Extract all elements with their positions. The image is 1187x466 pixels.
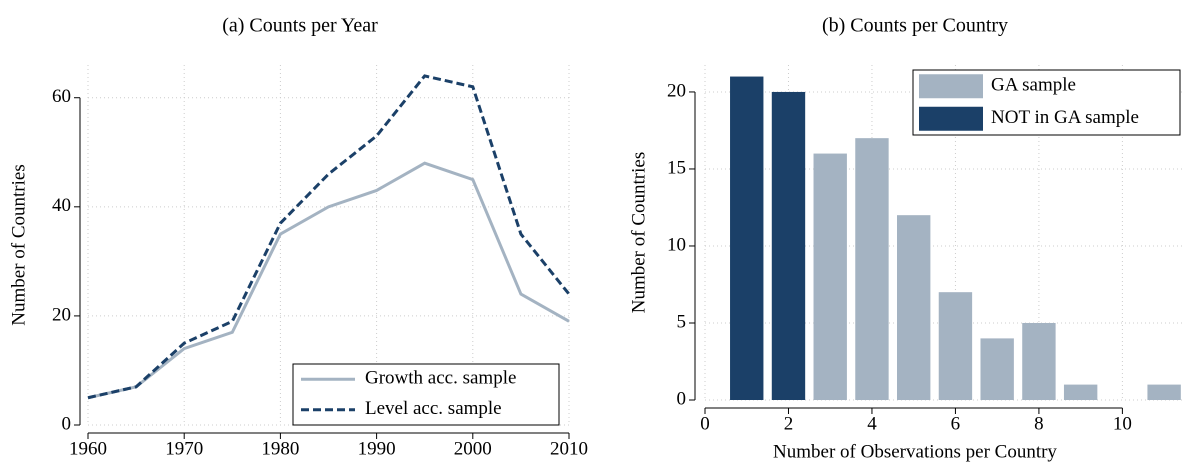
x-axis-title: Number of Observations per Country xyxy=(773,441,1057,462)
bar xyxy=(813,153,847,400)
bar xyxy=(730,76,764,400)
bar xyxy=(855,138,889,400)
bar xyxy=(938,292,973,400)
bar xyxy=(1063,384,1098,400)
x-tick-label: 1980 xyxy=(261,438,299,459)
y-tick-label: 40 xyxy=(52,195,71,216)
x-tick-label: 1990 xyxy=(358,438,396,459)
y-tick-label: 15 xyxy=(667,157,686,178)
bar xyxy=(897,215,931,400)
legend-label: Level acc. sample xyxy=(365,398,502,419)
x-tick-label: 2 xyxy=(784,413,794,434)
x-tick-label: 4 xyxy=(867,413,877,434)
bar xyxy=(771,91,806,400)
bar xyxy=(1022,322,1056,400)
y-tick-label: 10 xyxy=(667,234,686,255)
x-tick-label: 0 xyxy=(700,413,710,434)
y-tick-label: 5 xyxy=(677,311,687,332)
y-tick-label: 60 xyxy=(52,86,71,107)
legend-label: GA sample xyxy=(991,75,1076,96)
bar xyxy=(1147,384,1181,400)
legend-box xyxy=(292,363,560,426)
y-axis-title: Number of Countries xyxy=(8,164,29,325)
x-tick-label: 1960 xyxy=(69,438,107,459)
y-tick-label: 20 xyxy=(52,304,71,325)
bar xyxy=(980,338,1014,400)
legend-label: NOT in GA sample xyxy=(991,107,1139,128)
chart-title: (b) Counts per Country xyxy=(822,15,1008,37)
x-tick-label: 8 xyxy=(1034,413,1044,434)
x-tick-label: 10 xyxy=(1113,413,1132,434)
line xyxy=(87,161,570,400)
x-tick-label: 1970 xyxy=(165,438,203,459)
y-tick-label: 20 xyxy=(667,80,686,101)
legend-label: Growth acc. sample xyxy=(365,368,516,389)
y-axis-title: Number of Countries xyxy=(628,152,649,313)
y-tick-label: 0 xyxy=(677,388,687,409)
legend-swatch xyxy=(919,106,983,131)
legend-swatch xyxy=(919,74,983,99)
x-tick-label: 6 xyxy=(951,413,961,434)
x-tick-label: 2000 xyxy=(454,438,492,459)
chart-title: (a) Counts per Year xyxy=(222,15,378,37)
y-tick-label: 0 xyxy=(62,413,72,434)
x-tick-label: 2010 xyxy=(550,438,588,459)
